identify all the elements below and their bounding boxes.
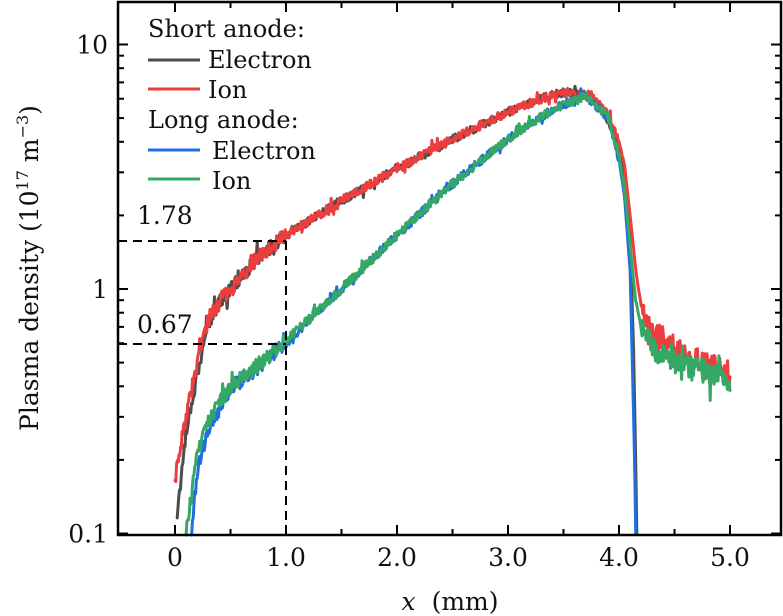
series-line-short-anode-ion <box>173 86 732 484</box>
annotation-label-1-78: 1.78 <box>137 201 193 230</box>
series-line-long-anode-ion <box>184 92 732 537</box>
legend-label-long-electron: Electron <box>212 137 316 165</box>
x-axis-label: x (mm) <box>402 587 499 616</box>
x-axis-label-unit: (mm) <box>432 587 499 616</box>
y-axis-label-close: ) <box>15 105 44 115</box>
x-tick-label: 4.0 <box>599 543 639 572</box>
x-axis-label-var: x <box>402 587 416 616</box>
legend: Short anode: Electron Ion Long anode: El… <box>148 15 316 195</box>
series-layer <box>173 84 732 537</box>
annotation-label-0-67: 0.67 <box>137 310 193 339</box>
axis-ticks <box>118 2 781 535</box>
axis-tick-labels: 0 1.0 2.0 3.0 4.0 5.0 0.1 1 10 <box>68 31 750 573</box>
y-axis-label-main: Plasma density (10 <box>15 190 44 431</box>
y-axis-label-unit: m <box>15 138 44 170</box>
legend-group-title-short: Short anode: <box>148 15 305 43</box>
x-tick-label: 5.0 <box>710 543 750 572</box>
y-tick-label: 1 <box>92 275 108 304</box>
legend-label-short-ion: Ion <box>208 76 247 104</box>
y-axis-label-unit-exp: −3 <box>13 115 32 139</box>
legend-group-title-long: Long anode: <box>148 106 299 134</box>
plot-frame <box>116 0 783 537</box>
x-tick-label: 3.0 <box>488 543 528 572</box>
annotation-guides <box>118 240 287 535</box>
x-tick-label: 2.0 <box>377 543 417 572</box>
y-tick-label: 10 <box>76 31 108 60</box>
legend-label-long-ion: Ion <box>212 167 251 195</box>
legend-label-short-electron: Electron <box>208 46 312 74</box>
x-tick-label: 0 <box>167 543 183 572</box>
y-axis-label-exp: 17 <box>13 170 32 190</box>
x-tick-label: 1.0 <box>266 543 306 572</box>
y-tick-label: 0.1 <box>68 520 108 549</box>
y-axis-label: Plasma density (1017 m−3) <box>13 105 44 431</box>
